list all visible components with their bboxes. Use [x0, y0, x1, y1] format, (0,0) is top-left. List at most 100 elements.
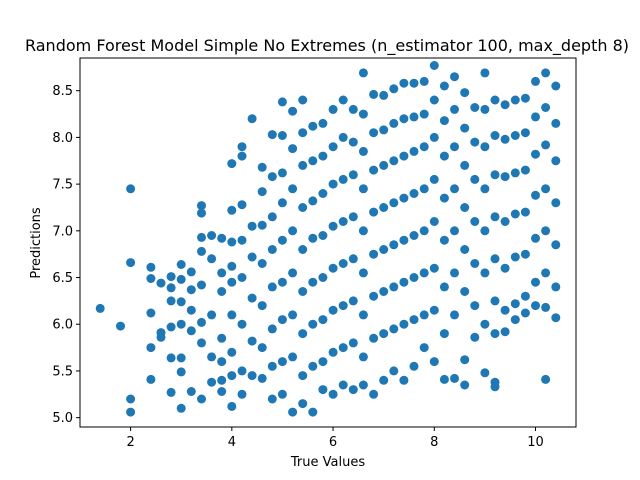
- data-point: [217, 233, 227, 243]
- data-point: [480, 268, 490, 278]
- data-point: [520, 308, 530, 318]
- data-point: [379, 329, 389, 339]
- data-point: [419, 184, 429, 194]
- data-point: [237, 235, 247, 245]
- data-point: [389, 156, 399, 166]
- data-point: [247, 221, 257, 231]
- data-point: [369, 207, 379, 217]
- y-axis-label: Predictions: [29, 207, 44, 279]
- data-point: [267, 245, 277, 254]
- data-point: [520, 128, 530, 138]
- data-point: [480, 104, 490, 114]
- data-point: [197, 338, 206, 348]
- data-point: [551, 282, 561, 292]
- data-point: [490, 212, 500, 222]
- data-point: [207, 377, 217, 387]
- data-point: [126, 184, 136, 194]
- data-point: [470, 174, 480, 184]
- data-point: [277, 97, 287, 107]
- data-point: [176, 403, 186, 413]
- data-point: [399, 114, 409, 124]
- y-tick-label: 5.0: [52, 411, 73, 426]
- data-point: [358, 146, 368, 156]
- data-point: [460, 355, 470, 365]
- plot-area-frame: [79, 57, 577, 428]
- data-point: [358, 268, 368, 278]
- data-point: [338, 380, 348, 390]
- data-point: [257, 162, 267, 172]
- data-point: [450, 310, 459, 320]
- data-point: [318, 273, 328, 282]
- data-point: [197, 394, 206, 404]
- data-point: [237, 389, 247, 399]
- data-point: [338, 95, 348, 105]
- data-point: [348, 137, 358, 147]
- data-point: [470, 217, 480, 226]
- data-point: [470, 301, 480, 311]
- data-point: [510, 209, 520, 219]
- data-point: [480, 319, 490, 329]
- data-point: [257, 187, 267, 197]
- chart-title: Random Forest Model Simple No Extremes (…: [25, 36, 629, 56]
- data-point: [146, 274, 156, 283]
- data-point: [439, 374, 449, 384]
- data-point: [399, 319, 409, 329]
- data-point: [288, 268, 298, 278]
- data-point: [227, 237, 237, 247]
- data-point: [520, 93, 530, 103]
- data-point: [500, 134, 510, 144]
- data-point: [409, 273, 419, 282]
- data-point: [551, 81, 561, 91]
- data-point: [470, 259, 480, 268]
- data-point: [429, 357, 439, 367]
- data-point: [409, 315, 419, 325]
- data-point: [439, 193, 449, 203]
- data-point: [531, 190, 540, 200]
- data-point: [247, 293, 257, 303]
- data-point: [298, 329, 308, 339]
- data-point: [267, 394, 277, 404]
- data-point: [237, 200, 247, 210]
- data-point: [450, 72, 459, 82]
- data-point: [277, 277, 287, 287]
- data-point: [116, 321, 125, 331]
- data-point: [318, 189, 328, 198]
- data-point: [207, 254, 217, 264]
- data-point: [197, 232, 206, 242]
- data-points: [95, 61, 561, 417]
- data-point: [197, 246, 206, 256]
- y-axis-ticks: 5.0 5.5 6.0 6.5 7.0 7.5 8.0 8.5: [52, 84, 80, 426]
- data-point: [217, 268, 227, 278]
- data-point: [227, 205, 237, 215]
- data-point: [166, 296, 176, 306]
- data-point: [520, 291, 530, 301]
- data-point: [399, 277, 409, 287]
- data-point: [146, 262, 156, 272]
- data-point: [409, 78, 419, 88]
- data-point: [450, 104, 459, 114]
- data-point: [348, 385, 358, 395]
- data-point: [217, 387, 227, 396]
- data-point: [186, 305, 196, 315]
- data-point: [288, 310, 298, 320]
- data-point: [288, 184, 298, 194]
- data-point: [409, 231, 419, 240]
- data-point: [308, 361, 318, 371]
- data-point: [328, 263, 338, 273]
- y-tick-label: 5.5: [52, 364, 73, 379]
- data-point: [429, 95, 439, 105]
- data-point: [490, 95, 500, 105]
- data-point: [126, 394, 136, 404]
- data-point: [267, 324, 277, 334]
- data-point: [126, 407, 136, 417]
- data-point: [490, 296, 500, 306]
- data-point: [500, 327, 510, 337]
- data-point: [510, 95, 520, 105]
- data-point: [288, 226, 298, 236]
- data-point: [328, 104, 338, 114]
- data-point: [379, 245, 389, 254]
- data-point: [510, 131, 520, 140]
- data-point: [358, 352, 368, 362]
- data-point: [277, 168, 287, 178]
- data-point: [166, 353, 176, 363]
